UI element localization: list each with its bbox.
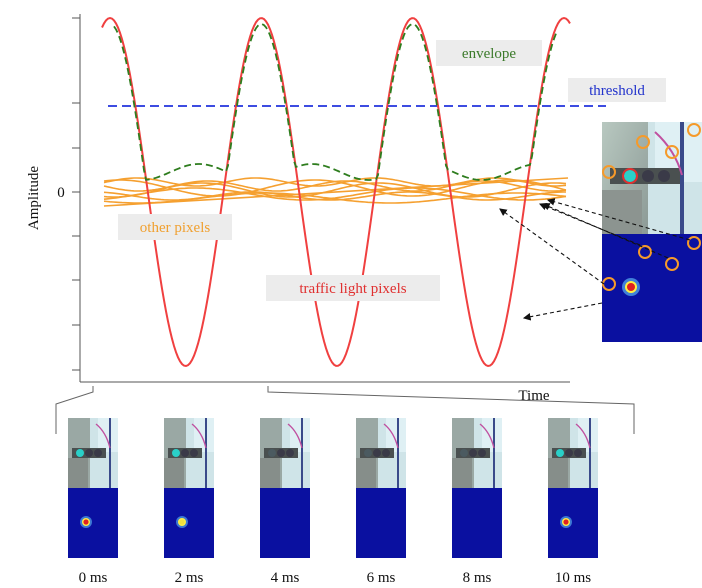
- other-pixels-label: other pixels: [140, 220, 211, 236]
- threshold-label-box: [568, 78, 666, 102]
- zoom-bracket: [55, 386, 635, 434]
- other-pixel-curve-7: [103, 191, 566, 201]
- frame-heatmap: [164, 488, 214, 558]
- heatmap-thumbnail: [602, 234, 702, 342]
- zero-tick-label: 0: [57, 185, 65, 201]
- frame-1: [164, 418, 214, 558]
- other-pixel-curves: [103, 177, 569, 207]
- frame-heatmap: [68, 488, 118, 558]
- envelope-label-box: [436, 40, 542, 66]
- other-pixel-curve-8: [103, 177, 569, 207]
- other-pixel-curve-3: [103, 187, 567, 201]
- frame-heatmap: [260, 488, 310, 558]
- frame-4: [452, 418, 502, 558]
- x-axis-label: Time: [518, 388, 549, 404]
- frame-5: [548, 418, 598, 558]
- frame-time-label: 8 ms: [463, 570, 492, 586]
- frame-strip: 0 ms 2 ms 4 ms 6 ms 8 ms 10 ms: [68, 418, 598, 586]
- frame-0: [68, 418, 118, 558]
- frame-heatmap: [356, 488, 406, 558]
- traffic-light-label: traffic light pixels: [299, 281, 406, 297]
- frame-2: [260, 418, 310, 558]
- frame-heatmap: [452, 488, 502, 558]
- other-pixel-curve-6: [103, 179, 567, 197]
- frame-time-label: 2 ms: [175, 570, 204, 586]
- other-pixel-curve-4: [103, 177, 567, 187]
- threshold-label: threshold: [589, 83, 645, 99]
- envelope-label: envelope: [462, 46, 516, 62]
- traffic-light-curve: [101, 16, 571, 368]
- y-axis: [72, 14, 81, 382]
- envelope-curve: [113, 23, 557, 181]
- frame-time-label: 4 ms: [271, 570, 300, 586]
- frame-3: [356, 418, 406, 558]
- pointer-arrows: [499, 198, 691, 321]
- frame-time-label: 0 ms: [79, 570, 108, 586]
- y-axis-label: Amplitude: [26, 166, 42, 231]
- scene-thumbnail: [602, 122, 702, 234]
- other-pixels-label-box: [118, 214, 232, 240]
- frame-time-label: 6 ms: [367, 570, 396, 586]
- frame-heatmap: [548, 488, 598, 558]
- frame-time-label: 10 ms: [555, 570, 591, 586]
- traffic-light-label-box: [266, 275, 440, 301]
